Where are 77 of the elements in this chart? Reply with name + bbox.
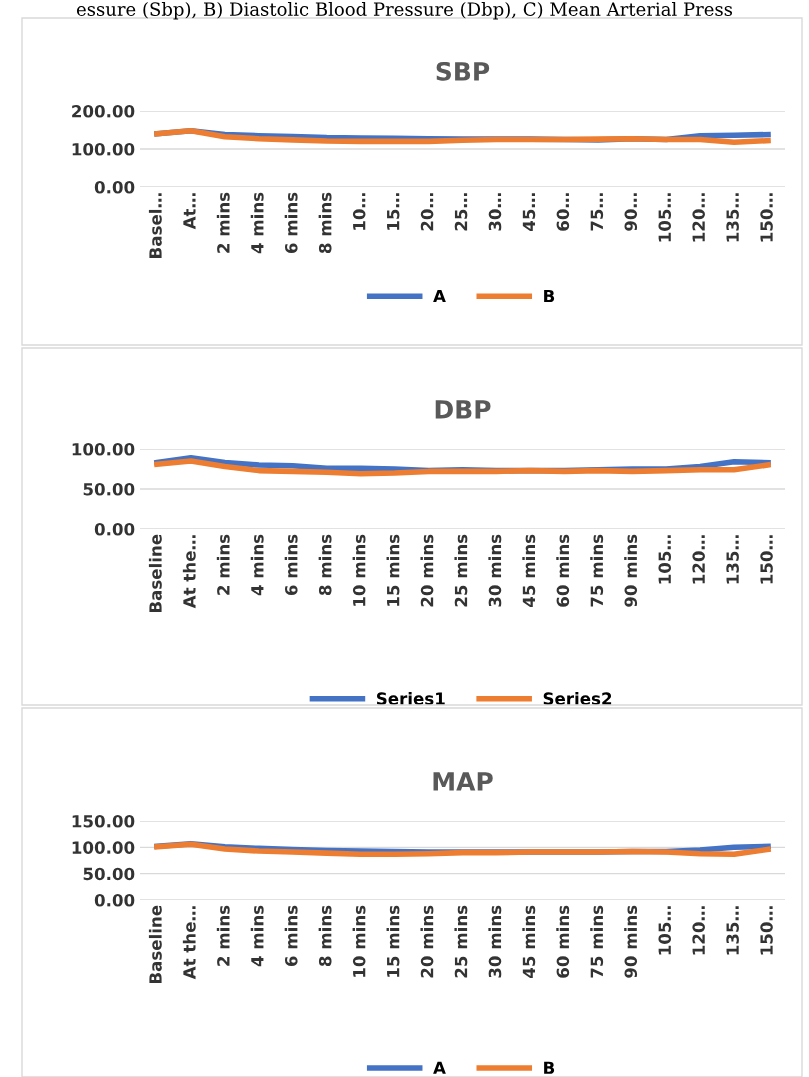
x-tick-label: 90 mins (624, 905, 638, 978)
x-tick-label: 8 mins (318, 905, 332, 967)
x-tick-label: 6 mins (284, 905, 298, 967)
x-tick-label: 20 mins (420, 534, 434, 607)
x-tick-label: 60 mins (556, 534, 570, 607)
x-tick-label: 75 mins (590, 534, 604, 607)
y-tick-label: 150.00 (72, 814, 135, 828)
x-tick-label: 60… (556, 193, 570, 231)
legend-label: B (544, 1061, 555, 1074)
x-tick-label: 45 mins (522, 905, 536, 978)
x-tick-label: 6 mins (284, 192, 298, 254)
x-tick-label: 45… (522, 193, 536, 231)
x-tick-label: 135… (726, 193, 739, 242)
x-tick-label: 25… (454, 193, 468, 231)
y-tick-label: 100.00 (72, 142, 135, 156)
x-tick-label: Baseline (148, 534, 162, 613)
chart-title: DBP (435, 400, 491, 419)
x-tick-label: 2 mins (216, 905, 230, 966)
x-tick-label: 8 mins (318, 192, 332, 254)
x-tick-label: 15… (387, 193, 400, 230)
x-tick-label: 4 mins (250, 192, 264, 254)
x-tick-label: 15 mins (386, 905, 400, 977)
chart-title: MAP (433, 772, 493, 791)
x-tick-label: 150… (760, 193, 773, 242)
x-tick-label: Basel… (148, 193, 162, 258)
x-tick-label: 15 mins (386, 534, 400, 606)
x-tick-label: 6 mins (284, 534, 298, 596)
y-tick-label: 50.00 (83, 867, 135, 881)
x-tick-label: 20… (420, 193, 434, 231)
x-tick-label: 10 mins (352, 905, 366, 977)
x-tick-label: 25 mins (454, 905, 468, 978)
x-tick-label: 120… (692, 193, 705, 242)
x-tick-label: 105… (658, 535, 672, 584)
x-tick-label: 8 mins (318, 534, 332, 596)
text: essure (Sbp), B) Diastolic Blood Pressure (Dbp), C) Mean Arterial Press (76, 2, 733, 20)
x-tick-label: 75… (590, 193, 604, 231)
x-tick-label: 90 mins (624, 534, 638, 607)
x-tick-label: 10 mins (352, 534, 366, 606)
x-tick-label: 20 mins (420, 905, 434, 978)
y-tick-label: 0.00 (94, 180, 135, 194)
legend-label: Series1 (376, 692, 445, 705)
x-tick-label: 150… (760, 906, 773, 955)
x-tick-label: 10… (352, 193, 366, 230)
x-tick-label: 4 mins (250, 534, 264, 596)
legend-label: A (433, 289, 446, 303)
x-tick-label: 60 mins (556, 905, 570, 978)
y-tick-label: 0.00 (94, 893, 135, 907)
legend-label: B (544, 289, 555, 303)
x-tick-label: 25 mins (454, 534, 468, 607)
x-tick-label: 135… (726, 906, 739, 955)
x-tick-label: 30 mins (488, 905, 502, 978)
x-tick-label: 120… (692, 906, 705, 955)
x-tick-label: At… (183, 193, 196, 230)
x-tick-label: 105… (658, 193, 672, 242)
x-tick-label: 105… (658, 906, 672, 955)
x-tick-label: 90… (624, 193, 638, 231)
x-tick-label: Baseline (148, 905, 162, 984)
x-tick-label: 2 mins (216, 192, 230, 253)
x-tick-label: 135… (726, 535, 739, 584)
y-tick-label: 200.00 (72, 104, 135, 118)
y-tick-label: 100.00 (72, 841, 135, 854)
x-tick-label: 4 mins (250, 905, 264, 967)
x-tick-label: 120… (692, 535, 705, 584)
y-tick-label: 50.00 (83, 482, 135, 496)
legend-label: A (433, 1061, 446, 1074)
x-tick-label: 2 mins (216, 534, 230, 595)
x-tick-label: At the… (182, 535, 196, 609)
x-tick-label: At the… (182, 906, 196, 980)
x-tick-label: 30 mins (488, 534, 502, 607)
x-tick-label: 75 mins (590, 905, 604, 978)
x-tick-label: 30… (488, 193, 502, 231)
x-tick-label: 150… (760, 535, 773, 584)
x-tick-label: 45 mins (522, 534, 536, 607)
legend-label: Series2 (543, 692, 612, 705)
y-tick-label: 100.00 (72, 442, 135, 456)
y-tick-label: 0.00 (94, 522, 135, 536)
chart-title: SBP (436, 61, 490, 81)
